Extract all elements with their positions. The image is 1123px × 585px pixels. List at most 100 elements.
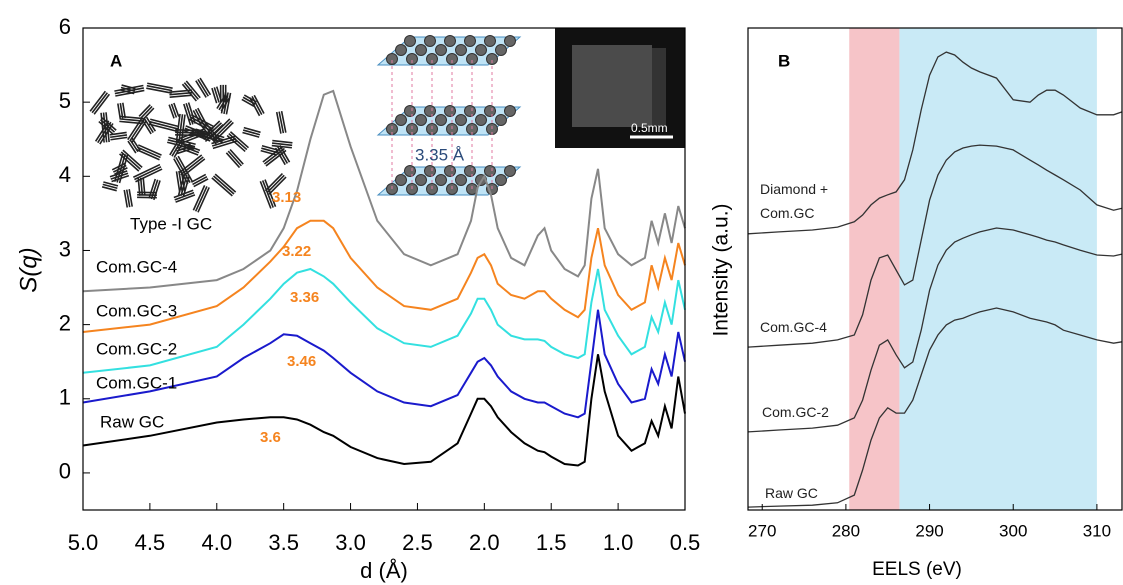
x-tick-label: 280 (832, 521, 860, 540)
y-axis-title: S(q) (15, 247, 42, 292)
peak-label: 3.13 (272, 189, 301, 206)
atom (416, 175, 427, 186)
ribbon (272, 143, 292, 145)
ribbon (198, 187, 209, 212)
peak-label: 3.46 (287, 353, 316, 370)
ribbon (132, 121, 146, 143)
page: {"chart_data": [ {"type": "line", "panel… (0, 0, 1123, 585)
ribbon (147, 86, 172, 91)
atom (505, 166, 516, 177)
x-tick-label: 2.0 (469, 530, 500, 555)
ribbon (228, 151, 241, 166)
atom (436, 175, 447, 186)
y-tick-label: 3 (59, 236, 71, 261)
inset-drawings (90, 28, 685, 212)
y-tick-label: 2 (59, 310, 71, 335)
atom (485, 166, 496, 177)
atom (496, 115, 507, 126)
y-tick-label: 4 (59, 162, 71, 187)
panel-label: B (778, 51, 790, 70)
ribbon (193, 185, 204, 210)
figure: 5.04.54.03.53.02.52.01.51.00.50123456Ad … (0, 0, 1123, 585)
x-tick-label: 310 (1083, 521, 1111, 540)
ribbon (147, 83, 172, 88)
atom (456, 175, 467, 186)
atom (485, 36, 496, 47)
ribbon (169, 93, 192, 95)
x-tick-label: 5.0 (68, 530, 99, 555)
ribbon (196, 186, 207, 211)
y-tick-label: 1 (59, 385, 71, 410)
atom (476, 45, 487, 56)
y-tick-label: 6 (59, 14, 71, 39)
y-tick-label: 0 (59, 459, 71, 484)
atom (485, 106, 496, 117)
ribbon (272, 141, 292, 143)
atom (505, 36, 516, 47)
atom (396, 115, 407, 126)
ribbon (260, 181, 271, 208)
ribbon (146, 88, 171, 93)
series-label: Com.GC-4 (760, 315, 855, 339)
x-axis-title: d (Å) (360, 558, 408, 583)
sample-block (572, 45, 652, 127)
atom (416, 115, 427, 126)
peak-label: 3.22 (282, 243, 311, 260)
ribbon (123, 103, 125, 118)
atom (465, 166, 476, 177)
series-label: Com.GC-2 (96, 339, 177, 358)
series-label: Com.GC-1 (96, 373, 177, 392)
atom (416, 45, 427, 56)
ribbon (120, 119, 144, 121)
ribbon (92, 93, 107, 113)
x-tick-label: 0.5 (670, 530, 701, 555)
x-tick-label: 1.0 (603, 530, 634, 555)
annotation: 3.35 Å (415, 145, 465, 164)
series-label: Com.GC-3 (96, 301, 177, 320)
ribbon (230, 149, 243, 164)
x-tick-label: 3.5 (268, 530, 299, 555)
x-tick-label: 1.5 (536, 530, 567, 555)
series-label: Diamond + Com.GC (760, 177, 855, 225)
atom (465, 36, 476, 47)
y-tick-label: 5 (59, 88, 71, 113)
series-label: Com.GC-2 (762, 400, 857, 424)
atom (445, 166, 456, 177)
atom (505, 106, 516, 117)
peak-label: 3.6 (260, 429, 281, 446)
atom (425, 106, 436, 117)
shaded-region (849, 28, 899, 510)
atom (396, 175, 407, 186)
ribbon (264, 148, 284, 164)
ribbon (226, 153, 239, 168)
y-axis-title: Intensity (a.u.) (710, 203, 733, 336)
atom (456, 115, 467, 126)
atom (405, 106, 416, 117)
atom (425, 166, 436, 177)
x-tick-label: 3.0 (335, 530, 366, 555)
peak-label: 3.36 (290, 289, 319, 306)
x-tick-label: 300 (999, 521, 1027, 540)
series-line (83, 310, 685, 418)
series-label: Com.GC-4 (96, 257, 177, 276)
atom (476, 115, 487, 126)
atom (465, 106, 476, 117)
panel-label: A (110, 51, 122, 70)
sample-side (652, 48, 666, 126)
ribbon (110, 135, 127, 137)
annotation: 0.5mm (631, 121, 668, 135)
annotation: Type -I GC (130, 214, 212, 233)
atom (496, 45, 507, 56)
ribbon (214, 176, 234, 194)
ribbon (110, 137, 127, 139)
atom (425, 36, 436, 47)
atom (445, 36, 456, 47)
x-tick-label: 2.5 (402, 530, 433, 555)
atom (405, 36, 416, 47)
atom (436, 115, 447, 126)
series-line (83, 354, 685, 465)
x-tick-label: 4.0 (201, 530, 232, 555)
x-tick-label: 270 (748, 521, 776, 540)
atom (445, 106, 456, 117)
atom (436, 45, 447, 56)
